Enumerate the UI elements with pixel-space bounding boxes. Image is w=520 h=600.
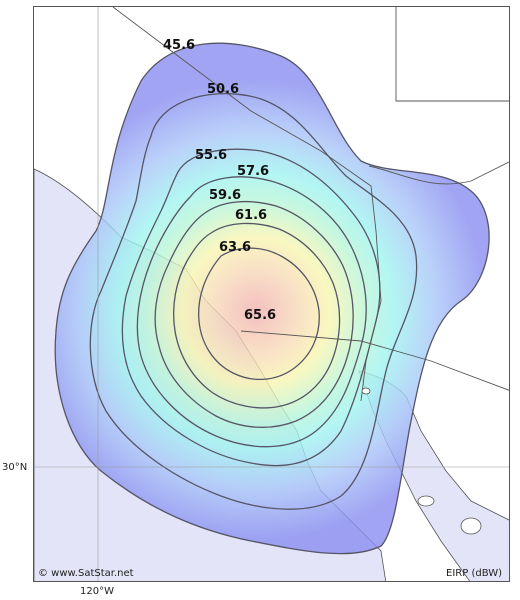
contour-label-45-6: 45.6	[163, 38, 195, 53]
island-1	[417, 495, 435, 507]
latitude-label: 30°N	[2, 462, 28, 473]
beam-coverage	[54, 42, 490, 555]
island-3	[361, 387, 371, 395]
longitude-label: 120°W	[80, 586, 114, 597]
contour-label-57-6: 57.6	[237, 164, 269, 179]
contour-label-63-6: 63.6	[219, 240, 251, 255]
contour-line-59-6	[154, 200, 354, 428]
island-2	[460, 517, 482, 535]
border-line-north	[112, 7, 382, 402]
contour-line-55-6	[121, 148, 381, 467]
units-label: EIRP (dBW)	[446, 568, 502, 579]
contour-line-57-6	[136, 176, 367, 448]
coverage-map: 45.6 50.6 55.6 57.6 59.6 61.6 63.6 65.6	[33, 6, 510, 582]
contour-line-61-6	[172, 222, 341, 409]
border-line-east	[395, 7, 509, 102]
border-line-state	[368, 161, 509, 185]
credit-text: © www.SatStar.net	[38, 568, 134, 579]
contour-label-50-6: 50.6	[207, 82, 239, 97]
contour-line-63-6	[198, 247, 320, 381]
contour-line-50-6	[89, 93, 418, 510]
contour-label-65-6: 65.6	[244, 308, 276, 323]
contour-label-61-6: 61.6	[235, 208, 267, 223]
border-line-international	[240, 330, 509, 391]
map-canvas: 45.6 50.6 55.6 57.6 59.6 61.6 63.6 65.6	[34, 7, 509, 581]
contour-label-59-6: 59.6	[209, 188, 241, 203]
contour-label-55-6: 55.6	[195, 148, 227, 163]
